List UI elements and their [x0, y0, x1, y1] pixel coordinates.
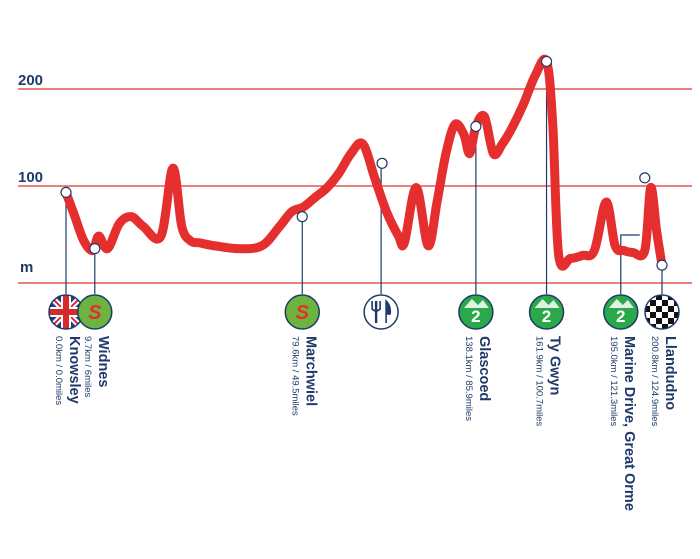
waypoint-distance: 79.6km / 49.5miles: [289, 336, 300, 416]
waypoint-distance: 195.0km / 121.3miles: [608, 336, 619, 427]
y-tick-label-200: 200: [18, 72, 43, 89]
waypoint-name: Marchwiel: [302, 336, 318, 406]
sprint-badge-label: S: [296, 302, 310, 324]
waypoint-marker: [639, 172, 651, 184]
waypoint-name: Llandudno: [662, 336, 678, 410]
climb-icon: 2: [603, 294, 639, 330]
waypoint-markers: [60, 55, 668, 271]
sprint-icon: S: [77, 294, 113, 330]
y-unit-label: m: [20, 259, 33, 276]
climb-icon: 2: [458, 294, 494, 330]
union-flag-icon: [48, 294, 84, 330]
waypoint-name: Glascoed: [476, 336, 492, 401]
waypoint-name: Knowsley: [66, 336, 82, 404]
waypoint-name: Widnes: [95, 336, 111, 387]
waypoint-distance: 138.1km / 85.9miles: [463, 336, 474, 421]
finish-flag-icon: [644, 294, 680, 330]
waypoint-marker: [540, 55, 553, 68]
mountain-icon: [534, 299, 560, 308]
climb-category-label: 2: [542, 307, 551, 326]
waypoint-marker: [60, 186, 72, 198]
waypoint-distance: 161.9km / 100.7miles: [534, 336, 545, 427]
sprint-icon: S: [284, 294, 321, 330]
y-tick-label-100: 100: [18, 169, 43, 186]
waypoint-name: Ty Gwyn: [547, 336, 563, 395]
mountain-icon: [463, 299, 489, 308]
feed-zone-icon: [363, 294, 399, 330]
climb-category-label: 2: [471, 307, 480, 326]
climb-category-label: 2: [616, 307, 625, 326]
waypoint-marker: [656, 259, 668, 271]
waypoint-name: Marine Drive, Great Orme: [621, 336, 637, 511]
waypoint-marker: [296, 211, 308, 223]
y-axis: m 100200300400500: [18, 72, 43, 276]
sprint-badge-label: S: [88, 302, 102, 324]
waypoint-distance: 9.7km / 6miles: [82, 336, 93, 397]
waypoint-stem: [620, 234, 640, 294]
waypoint-distance: 0.0km / 0.0miles: [53, 336, 64, 405]
waypoint-marker: [470, 120, 482, 133]
elevation-profile-line: [61, 54, 667, 271]
grid-layer: [18, 88, 692, 284]
waypoint-marker: [376, 157, 388, 169]
waypoint-marker: [89, 243, 101, 255]
waypoint-icons: S S 2 2 2: [48, 294, 680, 330]
mountain-icon: [608, 299, 634, 308]
waypoint-distance: 200.8km / 124.9miles: [649, 336, 660, 427]
knife-icon: [385, 299, 392, 323]
climb-icon: 2: [528, 294, 565, 330]
